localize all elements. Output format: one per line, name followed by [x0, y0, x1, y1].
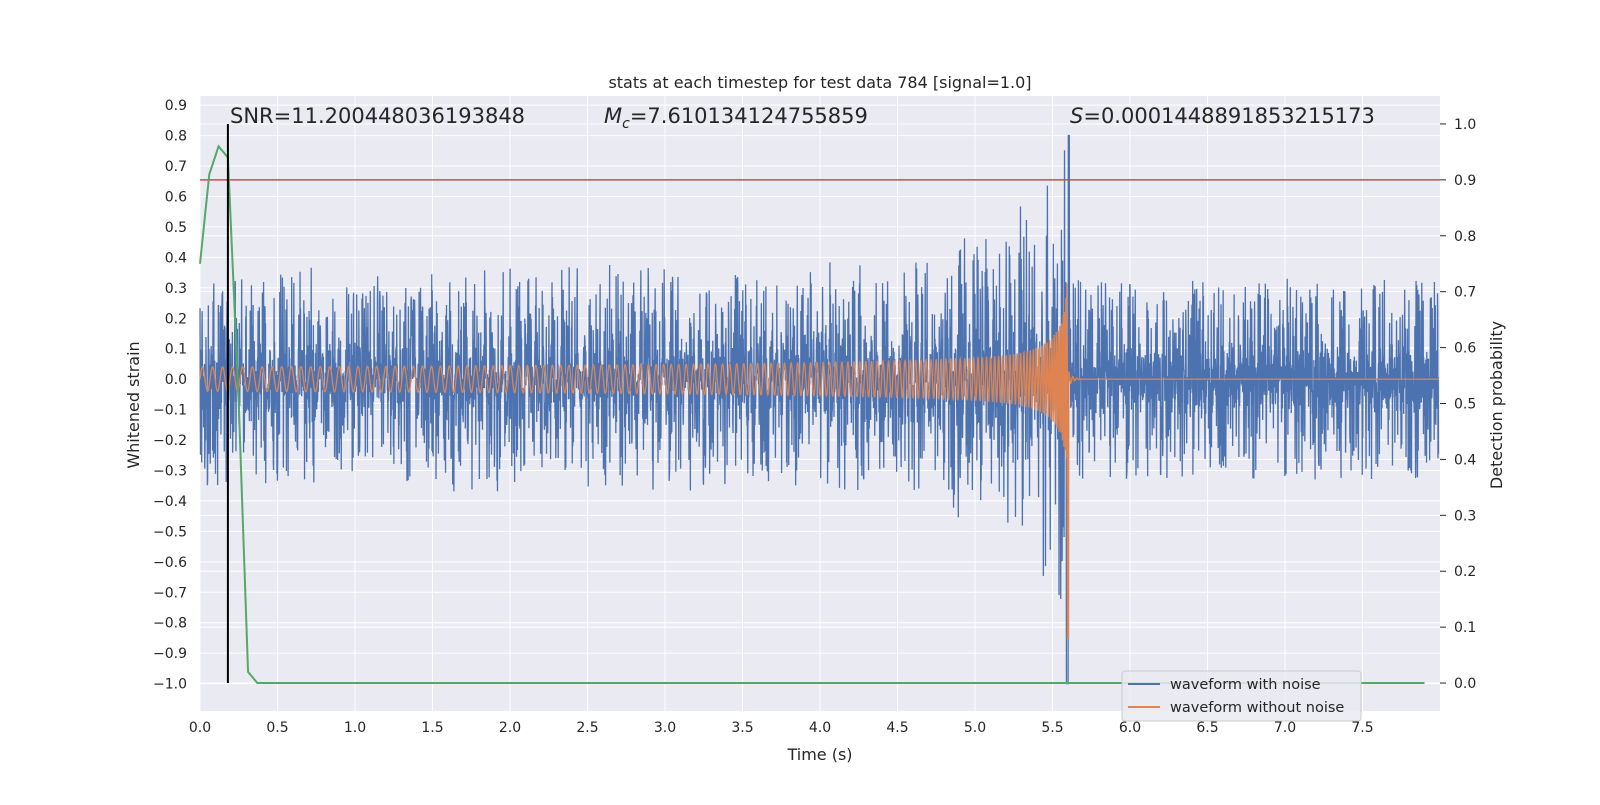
y-tick-label: −0.2 — [153, 433, 187, 449]
s-annotation: S=0.0001448891853215173 — [1070, 104, 1375, 128]
x-tick-label: 3.0 — [654, 720, 676, 736]
x-tick-labels: 0.0 0.5 1.0 1.5 2.0 2.5 3.0 3.5 4.0 4.5 5.0 5.5 6.0 6… — [189, 720, 1374, 736]
y-tick-label: 0.3 — [165, 281, 187, 297]
y-tick-label: −0.3 — [153, 463, 187, 479]
y-tick-label: 0.5 — [165, 220, 187, 236]
x-tick-label: 6.5 — [1196, 720, 1218, 736]
y-right-tick-label: 0.0 — [1454, 676, 1476, 692]
x-tick-label: 0.5 — [266, 720, 288, 736]
y-tick-label: 0.7 — [165, 159, 187, 175]
y-right-tick-label: 0.3 — [1454, 508, 1476, 524]
chart-title: stats at each timestep for test data 784… — [608, 73, 1031, 92]
y-tick-label: 0.0 — [165, 372, 187, 388]
y-tick-label: 0.6 — [165, 189, 187, 205]
s-value: =0.0001448891853215173 — [1083, 104, 1375, 128]
y-tick-label: 0.8 — [165, 129, 187, 145]
x-tick-label: 7.5 — [1351, 720, 1373, 736]
x-tick-label: 1.0 — [344, 720, 366, 736]
mc-value: =7.610134124755859 — [630, 104, 868, 128]
s-symbol: S — [1070, 104, 1083, 128]
x-tick-label: 7.0 — [1274, 720, 1296, 736]
mc-symbol: M — [604, 104, 622, 128]
y-right-tick-label: 0.5 — [1454, 397, 1476, 413]
y-axis-label: Whitened strain — [124, 341, 143, 468]
y-right-tick-label: 0.1 — [1454, 620, 1476, 636]
mc-annotation: Mc=7.610134124755859 — [604, 104, 868, 132]
x-tick-label: 4.5 — [886, 720, 908, 736]
x-tick-label: 6.0 — [1119, 720, 1141, 736]
x-axis-label: Time (s) — [786, 745, 852, 764]
legend: waveform with noise waveform without noi… — [1122, 671, 1361, 721]
x-tick-label: 2.5 — [576, 720, 598, 736]
y-right-tick-label: 0.7 — [1454, 285, 1476, 301]
y-tick-label: −0.5 — [153, 524, 187, 540]
y-right-tick-label: 1.0 — [1454, 117, 1476, 133]
x-tick-label: 3.5 — [731, 720, 753, 736]
y-tick-label: −0.4 — [153, 494, 187, 510]
snr-annotation: SNR=11.200448036193848 — [230, 104, 525, 128]
y-right-tick-label: 0.8 — [1454, 229, 1476, 245]
y-right-axis-label: Detection probability — [1487, 321, 1506, 489]
y-right-tick-label: 0.9 — [1454, 173, 1476, 189]
x-tick-label: 0.0 — [189, 720, 211, 736]
y-tick-label: 0.9 — [165, 98, 187, 114]
y-tick-label: −0.7 — [153, 585, 187, 601]
y-tick-label: 0.1 — [165, 342, 187, 358]
legend-label-noise: waveform with noise — [1170, 677, 1321, 693]
y-right-tick-label: 0.4 — [1454, 452, 1476, 468]
x-tick-label: 5.5 — [1041, 720, 1063, 736]
y-tick-label: 0.4 — [165, 250, 187, 266]
y-tick-labels: 0.9 0.8 0.7 0.6 0.5 0.4 0.3 0.2 0.1 0.0 −0.1 −0.2 −0… — [153, 98, 187, 692]
y-tick-label: −0.6 — [153, 555, 187, 571]
y-right-tick-label: 0.6 — [1454, 341, 1476, 357]
x-tick-label: 5.0 — [964, 720, 986, 736]
y-tick-label: −1.0 — [153, 677, 187, 693]
legend-label-clean: waveform without noise — [1170, 700, 1344, 716]
y-right-tick-labels: 1.0 0.9 0.8 0.7 0.6 0.5 0.4 0.3 0.2 0.1 0.0 — [1440, 117, 1476, 692]
y-tick-label: 0.2 — [165, 311, 187, 327]
y-right-tick-label: 0.2 — [1454, 564, 1476, 580]
x-tick-label: 1.5 — [421, 720, 443, 736]
x-tick-label: 2.0 — [499, 720, 521, 736]
y-tick-label: −0.9 — [153, 646, 187, 662]
y-tick-label: −0.1 — [153, 403, 187, 419]
x-tick-label: 4.0 — [809, 720, 831, 736]
y-tick-label: −0.8 — [153, 616, 187, 632]
